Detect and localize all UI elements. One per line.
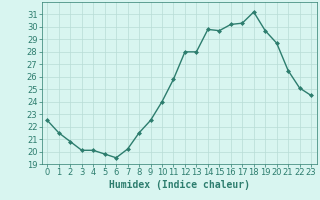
- X-axis label: Humidex (Indice chaleur): Humidex (Indice chaleur): [109, 180, 250, 190]
